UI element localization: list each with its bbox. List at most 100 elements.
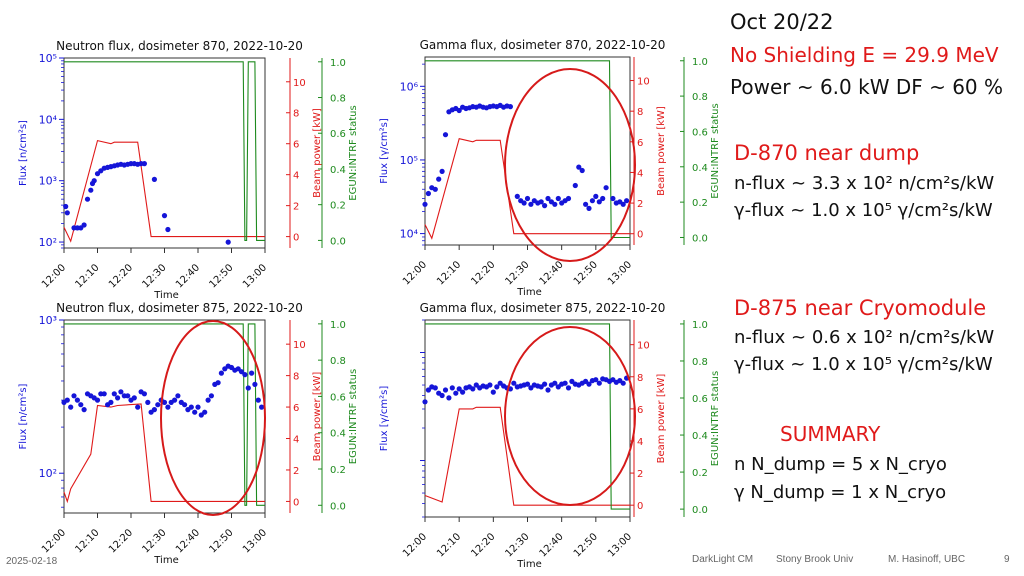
flux-point <box>545 387 551 393</box>
x-tick-label: 12:40 <box>174 262 202 290</box>
flux-point <box>125 393 131 399</box>
flux-point <box>91 178 97 184</box>
flux-point <box>470 386 476 392</box>
footer-venue: Stony Brook Univ <box>776 554 854 565</box>
d870-title: D-870 near dump <box>734 141 920 165</box>
flux-point <box>141 391 147 397</box>
x-axis-label: Time <box>516 287 541 298</box>
flux-point <box>111 391 117 397</box>
x-tick-label: 12:50 <box>207 262 235 290</box>
x-tick-label: 12:00 <box>40 262 68 290</box>
flux-point <box>439 168 445 174</box>
flux-point <box>490 389 496 395</box>
x-tick-label: 12:10 <box>73 262 101 290</box>
flux-point <box>192 409 198 415</box>
flux-point <box>453 390 459 396</box>
power-tick-label: 4 <box>293 435 299 446</box>
status-tick-label: 1.0 <box>330 58 346 69</box>
flux-point <box>422 201 428 207</box>
flux-point <box>115 395 121 401</box>
flux-point <box>507 104 513 110</box>
beam-power-line <box>424 138 630 240</box>
flux-point <box>620 201 626 207</box>
flux-point <box>610 195 616 202</box>
footer-page: 9 <box>1004 554 1010 565</box>
flux-point <box>208 393 214 399</box>
flux-point <box>542 381 548 387</box>
status-axis-label: EGUN:INTRF status <box>710 103 720 198</box>
flux-point <box>436 176 442 182</box>
flux-point <box>425 387 431 393</box>
y-tick-label: 10² <box>39 467 57 480</box>
x-tick-label: 12:20 <box>469 531 497 559</box>
power-tick-label: 0 <box>293 497 299 508</box>
egun-status-line <box>64 323 265 506</box>
power-tick-label: 8 <box>637 373 643 384</box>
y-tick-label: 10³ <box>39 175 57 188</box>
flux-point <box>514 193 520 199</box>
flux-point <box>202 409 208 415</box>
x-tick-label: 12:30 <box>140 527 168 555</box>
x-tick-label: 12:00 <box>401 531 429 559</box>
flux-point <box>511 380 517 386</box>
x-tick-label: 12:00 <box>401 259 429 287</box>
y-tick-label: 10² <box>39 236 57 249</box>
power-tick-label: 6 <box>637 138 643 149</box>
status-tick-label: 0.0 <box>330 236 346 247</box>
flux-point <box>439 392 445 399</box>
flux-point <box>81 407 87 413</box>
flux-point <box>565 195 572 202</box>
flux-point <box>145 399 151 405</box>
flux-point <box>555 195 561 202</box>
flux-point <box>425 190 431 197</box>
y-tick-label: 10⁵ <box>400 154 418 167</box>
flux-point <box>238 369 245 375</box>
x-tick-label: 12:20 <box>107 527 135 555</box>
status-tick-label: 0.4 <box>330 165 346 176</box>
x-tick-label: 12:50 <box>572 531 600 559</box>
flux-point <box>542 203 548 209</box>
flux-point <box>432 385 438 391</box>
flux-point <box>562 380 568 386</box>
flux-point <box>603 185 609 191</box>
flux-point <box>442 132 449 138</box>
status-axis-label: EGUN:INTRF status <box>348 369 359 464</box>
flux-point <box>528 201 534 207</box>
power-tick-label: 0 <box>637 230 643 241</box>
flux-point <box>108 399 114 405</box>
power-tick-label: 8 <box>637 107 643 118</box>
flux-point <box>600 195 606 202</box>
flux-point <box>101 391 107 397</box>
status-tick-label: 0.4 <box>330 429 346 440</box>
flux-point <box>118 389 124 395</box>
flux-point <box>422 399 428 405</box>
status-axis-label: EGUN:INTRF status <box>710 371 720 466</box>
flux-point <box>249 370 255 376</box>
x-tick-label: 12:10 <box>435 531 463 559</box>
power-tick-label: 2 <box>637 199 643 210</box>
flux-point <box>552 201 558 207</box>
flux-point <box>161 213 168 219</box>
power-axis-label: Beam power [kW] <box>656 374 667 464</box>
y-tick-label: 10³ <box>39 314 57 327</box>
status-tick-label: 0.6 <box>330 392 346 403</box>
x-tick-label: 13:00 <box>241 262 269 290</box>
flux-point <box>172 397 178 403</box>
chart-2: Gamma flux, dosimeter 870, 2022-10-20 10⁴… <box>379 38 720 298</box>
x-tick-label: 12:40 <box>538 531 566 559</box>
x-tick-label: 12:20 <box>469 259 497 287</box>
egun-status-line <box>425 323 630 510</box>
x-tick-label: 12:10 <box>73 527 101 555</box>
x-tick-label: 12:30 <box>503 531 531 559</box>
flux-point <box>586 381 592 387</box>
flux-point <box>165 226 171 233</box>
flux-point <box>487 382 493 388</box>
x-tick-label: 12:50 <box>207 527 235 555</box>
flux-point <box>576 164 582 170</box>
power-tick-label: 10 <box>293 78 306 89</box>
flux-point <box>442 387 449 393</box>
status-tick-label: 0.0 <box>692 233 708 244</box>
flux-point <box>589 198 596 204</box>
flux-point <box>195 404 201 410</box>
flux-point <box>259 404 265 410</box>
